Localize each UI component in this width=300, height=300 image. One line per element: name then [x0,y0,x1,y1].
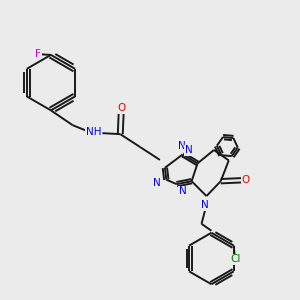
Text: N: N [201,200,208,210]
Text: N: N [153,178,160,188]
Text: N: N [178,140,186,151]
Text: F: F [35,49,41,59]
Text: NH: NH [86,127,101,137]
Text: O: O [117,103,125,113]
Text: O: O [242,175,250,185]
Text: Cl: Cl [230,254,241,265]
Text: N: N [185,146,193,155]
Text: N: N [179,186,187,196]
